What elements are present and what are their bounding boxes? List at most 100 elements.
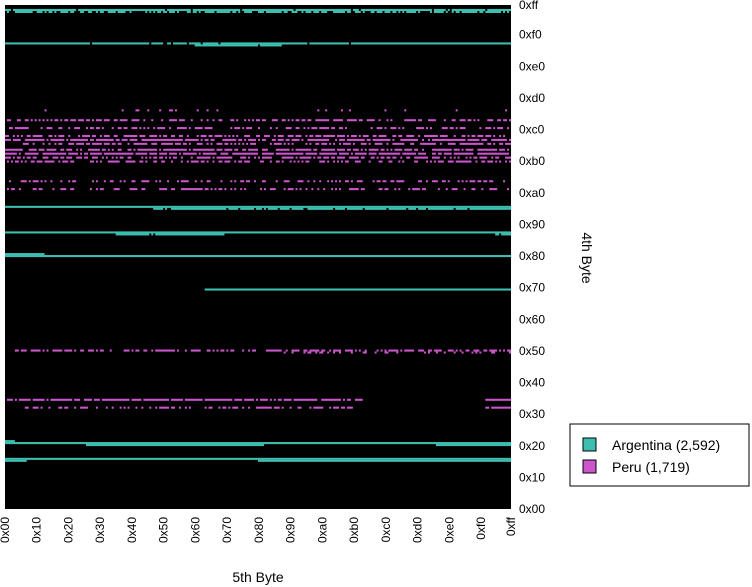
cell-run-peru <box>252 119 255 122</box>
cell-run-argentina <box>501 233 511 236</box>
cell-run-peru <box>131 398 142 401</box>
cell-run-peru <box>352 142 355 145</box>
cell-run-peru <box>178 406 181 409</box>
cell-run-peru <box>222 406 227 409</box>
cell-run-peru <box>342 142 351 145</box>
cell-run-peru <box>153 127 156 130</box>
cell-run-peru <box>285 349 288 352</box>
cell-run-peru <box>214 134 223 138</box>
cell-run-peru <box>36 160 43 163</box>
cell-run-peru <box>167 180 170 183</box>
cell-run-peru <box>149 152 158 155</box>
cell-run-argentina <box>12 8 77 12</box>
cell-run-argentina <box>192 8 241 12</box>
cell-run-peru <box>400 349 403 352</box>
cell-run-argentina <box>6 10 9 13</box>
cell-run-argentina <box>392 10 397 13</box>
cell-run-argentina <box>427 207 454 210</box>
cell-run-peru <box>418 119 423 122</box>
cell-run-peru <box>291 148 294 151</box>
cell-run-peru <box>76 148 79 151</box>
cell-run-peru <box>12 138 21 141</box>
cell-run-peru <box>155 349 175 352</box>
cell-run-peru <box>505 142 511 145</box>
cell-run-peru <box>212 119 215 122</box>
cell-run-peru <box>30 119 33 122</box>
cell-run-argentina <box>151 233 154 236</box>
cell-run-peru <box>431 148 452 151</box>
cell-run-peru <box>42 119 45 122</box>
cell-run-peru <box>74 349 77 352</box>
y-tick-label: 0xd0 <box>519 91 545 105</box>
cell-run-peru <box>224 142 229 145</box>
cell-run-peru <box>210 142 213 145</box>
cell-run-peru <box>74 398 81 401</box>
cell-run-peru <box>60 180 63 183</box>
cell-run-peru <box>244 188 247 191</box>
cell-run-argentina <box>202 42 219 45</box>
cell-run-peru <box>437 188 440 191</box>
cell-run-peru <box>441 127 448 130</box>
cell-run-peru <box>339 142 342 145</box>
cell-run-peru <box>188 142 191 145</box>
cell-run-peru <box>333 142 336 145</box>
cell-run-peru <box>127 148 132 151</box>
cell-run-argentina <box>5 442 511 445</box>
cell-run-peru <box>66 148 73 151</box>
cell-run-peru <box>297 180 304 183</box>
cell-run-peru <box>319 180 322 183</box>
cell-run-peru <box>46 127 53 130</box>
cell-run-peru <box>153 160 158 163</box>
cell-run-peru <box>80 349 85 352</box>
cell-run-peru <box>248 138 257 141</box>
cell-run-peru <box>465 148 474 151</box>
cell-run-peru <box>216 109 219 112</box>
cell-run-peru <box>80 406 89 409</box>
cell-run-peru <box>331 180 334 183</box>
cell-run-peru <box>483 180 488 183</box>
cell-run-peru <box>309 349 320 352</box>
cell-run-peru <box>350 180 353 183</box>
cell-run-peru <box>455 160 472 163</box>
cell-run-peru <box>101 156 104 159</box>
cell-run-peru <box>384 351 389 354</box>
cell-run-peru <box>161 142 174 145</box>
cell-run-peru <box>139 160 144 163</box>
cell-run-peru <box>491 351 496 354</box>
cell-run-peru <box>485 398 511 401</box>
cell-run-peru <box>386 156 391 159</box>
cell-run-peru <box>390 180 395 183</box>
cell-run-peru <box>64 406 69 409</box>
cell-run-argentina <box>429 10 432 13</box>
cell-run-peru <box>200 160 205 163</box>
cell-run-peru <box>218 188 223 191</box>
cell-run-peru <box>131 127 138 130</box>
cell-run-peru <box>380 148 385 151</box>
cell-run-peru <box>277 134 284 138</box>
cell-run-peru <box>346 134 349 138</box>
cell-run-peru <box>503 349 506 352</box>
cell-run-peru <box>157 127 166 130</box>
cell-run-peru <box>341 109 343 112</box>
cell-run-peru <box>380 156 385 159</box>
cell-run-peru <box>113 119 118 122</box>
cell-run-peru <box>339 127 343 130</box>
cell-run-peru <box>390 127 397 130</box>
cell-run-peru <box>89 188 92 191</box>
cell-run-peru <box>427 119 436 122</box>
cell-run-peru <box>12 134 15 138</box>
cell-run-peru <box>62 160 69 163</box>
cell-run-peru <box>186 134 189 138</box>
cell-run-peru <box>495 156 500 159</box>
cell-run-peru <box>101 398 130 401</box>
cell-run-peru <box>443 351 446 354</box>
cell-run-peru <box>303 351 306 354</box>
cell-run-peru <box>54 134 57 138</box>
cell-run-peru <box>206 119 209 122</box>
cell-run-peru <box>196 156 211 159</box>
cell-run-argentina <box>313 10 320 13</box>
cell-run-peru <box>339 180 342 183</box>
cell-run-peru <box>88 148 100 151</box>
cell-run-peru <box>376 349 379 352</box>
cell-run-peru <box>95 127 100 130</box>
